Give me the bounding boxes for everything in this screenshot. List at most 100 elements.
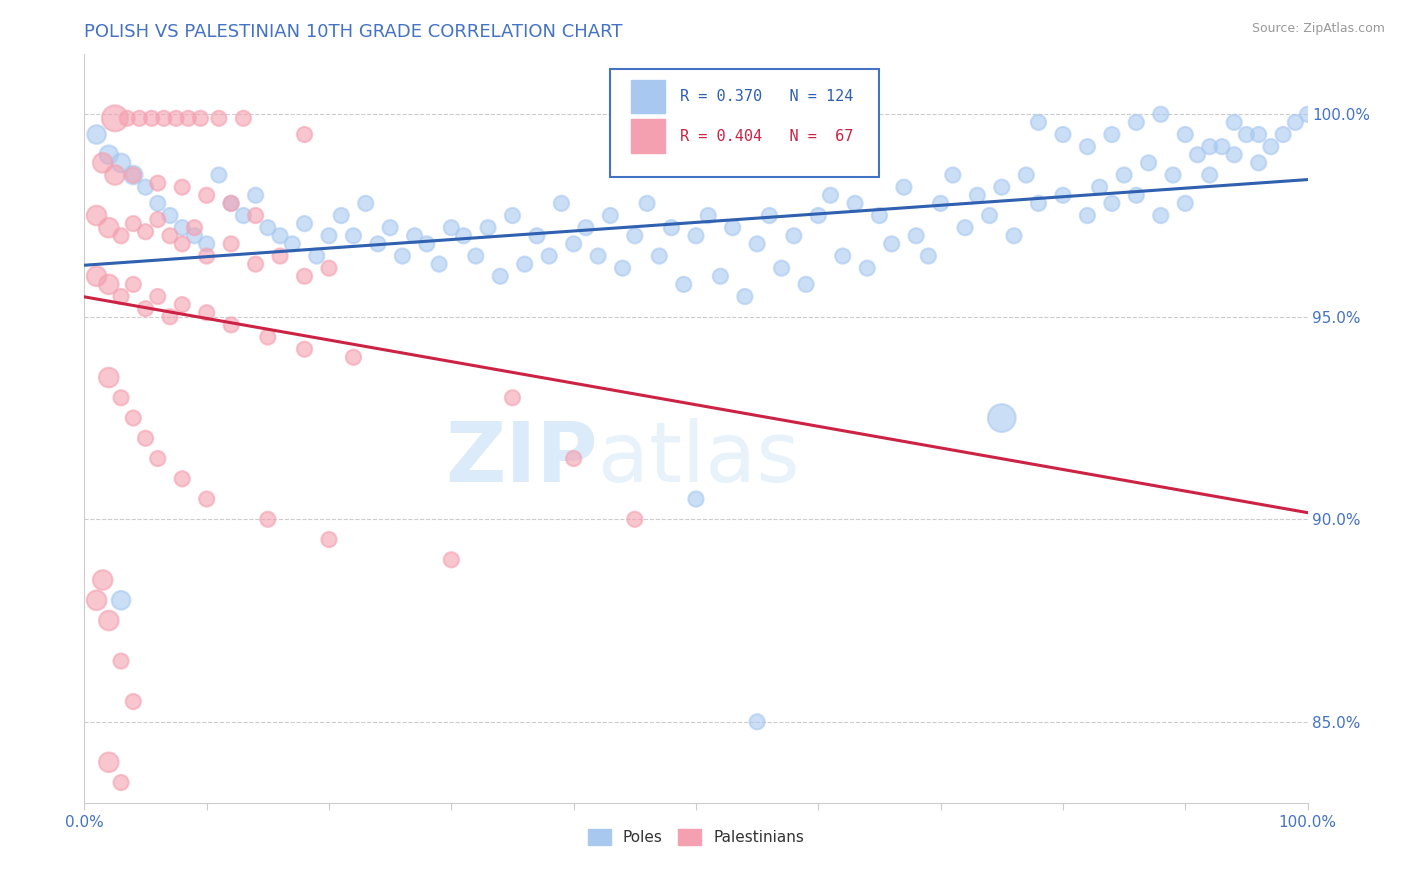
- Point: [318, 533, 340, 547]
- Point: [97, 370, 120, 384]
- Point: [550, 196, 572, 211]
- Point: [294, 217, 316, 231]
- Point: [97, 756, 120, 770]
- Point: [1198, 139, 1220, 153]
- Point: [513, 257, 536, 271]
- Point: [97, 277, 120, 292]
- Point: [758, 209, 780, 223]
- Text: Source: ZipAtlas.com: Source: ZipAtlas.com: [1251, 22, 1385, 36]
- Point: [110, 593, 132, 607]
- Point: [575, 220, 598, 235]
- Point: [86, 593, 108, 607]
- Text: atlas: atlas: [598, 417, 800, 499]
- Point: [1236, 128, 1258, 142]
- Point: [172, 220, 194, 235]
- Point: [844, 196, 866, 211]
- Point: [135, 301, 157, 316]
- Point: [1272, 128, 1295, 142]
- Point: [869, 209, 891, 223]
- Point: [146, 196, 169, 211]
- Text: ZIP: ZIP: [446, 417, 598, 499]
- Point: [1088, 180, 1111, 194]
- Point: [953, 220, 976, 235]
- Point: [770, 261, 793, 276]
- Point: [477, 220, 499, 235]
- Point: [165, 112, 187, 126]
- Point: [991, 180, 1014, 194]
- Point: [929, 196, 952, 211]
- Text: POLISH VS PALESTINIAN 10TH GRADE CORRELATION CHART: POLISH VS PALESTINIAN 10TH GRADE CORRELA…: [84, 23, 623, 41]
- Point: [636, 196, 658, 211]
- Point: [942, 168, 965, 182]
- Point: [208, 168, 231, 182]
- Point: [318, 228, 340, 243]
- Point: [440, 553, 463, 567]
- Point: [172, 236, 194, 251]
- Point: [820, 188, 842, 202]
- Point: [1187, 148, 1209, 162]
- Point: [294, 342, 316, 356]
- Point: [257, 330, 280, 344]
- Point: [177, 112, 200, 126]
- Point: [305, 249, 328, 263]
- Point: [807, 209, 830, 223]
- Point: [122, 168, 145, 182]
- Point: [97, 614, 120, 628]
- Point: [146, 289, 169, 303]
- Point: [1125, 188, 1147, 202]
- Point: [122, 411, 145, 425]
- Point: [153, 112, 176, 126]
- Point: [783, 228, 806, 243]
- Point: [190, 112, 212, 126]
- Point: [747, 236, 769, 251]
- Point: [208, 112, 231, 126]
- Point: [232, 209, 254, 223]
- Point: [1223, 115, 1246, 129]
- Point: [159, 228, 181, 243]
- Point: [172, 298, 194, 312]
- Point: [464, 249, 486, 263]
- Point: [104, 112, 127, 126]
- Point: [709, 269, 731, 284]
- Point: [905, 228, 928, 243]
- Point: [991, 411, 1014, 425]
- Point: [1052, 128, 1074, 142]
- Point: [195, 491, 218, 506]
- Point: [1076, 209, 1098, 223]
- Point: [342, 228, 364, 243]
- Point: [1114, 168, 1136, 182]
- Point: [1150, 209, 1173, 223]
- Point: [416, 236, 439, 251]
- Point: [672, 277, 695, 292]
- Point: [1174, 128, 1197, 142]
- Point: [1052, 188, 1074, 202]
- Point: [135, 225, 157, 239]
- Bar: [631, 79, 665, 113]
- Point: [1296, 107, 1319, 121]
- Point: [172, 472, 194, 486]
- Point: [538, 249, 561, 263]
- Point: [195, 306, 218, 320]
- Point: [86, 128, 108, 142]
- Point: [685, 228, 707, 243]
- Point: [141, 112, 163, 126]
- Point: [966, 188, 988, 202]
- Point: [404, 228, 426, 243]
- Point: [110, 289, 132, 303]
- Point: [1161, 168, 1184, 182]
- Point: [269, 249, 291, 263]
- Point: [110, 654, 132, 668]
- Point: [893, 180, 915, 194]
- Point: [135, 431, 157, 445]
- Point: [110, 775, 132, 789]
- Point: [1247, 156, 1270, 170]
- Point: [195, 249, 218, 263]
- Point: [380, 220, 402, 235]
- Point: [245, 188, 267, 202]
- Point: [146, 212, 169, 227]
- Point: [624, 228, 647, 243]
- Point: [110, 156, 132, 170]
- Point: [367, 236, 389, 251]
- Point: [1015, 168, 1038, 182]
- Point: [453, 228, 475, 243]
